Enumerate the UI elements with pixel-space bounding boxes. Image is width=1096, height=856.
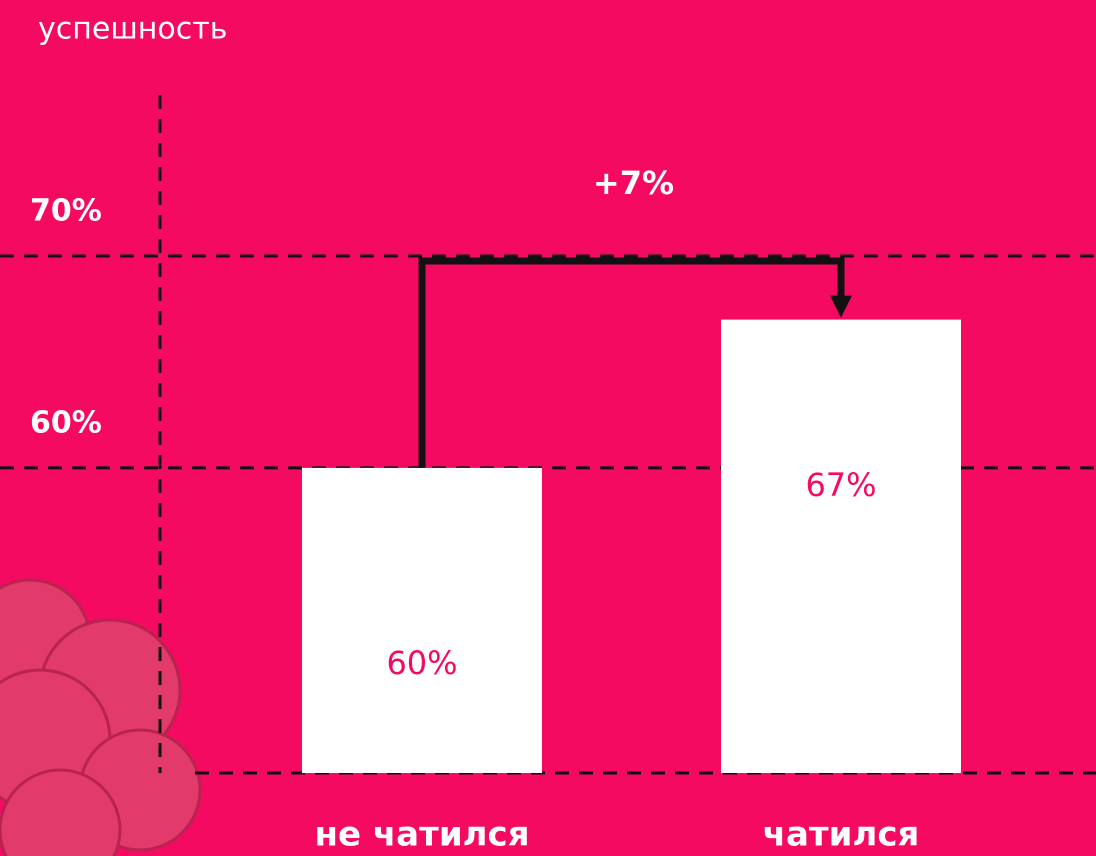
page: успешность 60% 70% 60% не чатился 67% чатился… xyxy=(0,0,1096,856)
chart: успешность 60% 70% 60% не чатился 67% чатился… xyxy=(0,0,1096,856)
y-axis-label: успешность xyxy=(38,12,227,47)
data-label: 67% xyxy=(805,466,876,504)
y-tick-label: 60% xyxy=(30,405,102,440)
bar xyxy=(302,468,542,773)
bar xyxy=(721,320,961,773)
annotation: +7% xyxy=(593,164,674,202)
x-tick-label: чатился xyxy=(763,815,920,855)
y-tick-label: 70% xyxy=(30,194,102,229)
data-label: 60% xyxy=(386,644,457,682)
x-tick-label: не чатился xyxy=(314,815,529,855)
